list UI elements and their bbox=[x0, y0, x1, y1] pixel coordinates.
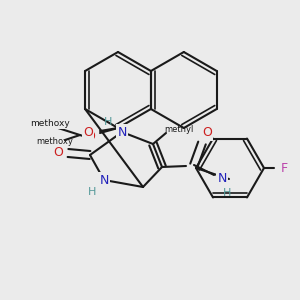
Text: F: F bbox=[280, 161, 288, 175]
Text: H: H bbox=[223, 188, 231, 198]
Text: N: N bbox=[117, 125, 127, 139]
Text: N: N bbox=[217, 172, 227, 185]
Text: O: O bbox=[53, 146, 63, 160]
Text: N: N bbox=[99, 173, 109, 187]
Text: O: O bbox=[202, 127, 212, 140]
Text: H: H bbox=[88, 187, 96, 197]
Text: O: O bbox=[83, 127, 93, 140]
Text: methoxy: methoxy bbox=[30, 119, 70, 128]
Text: methyl: methyl bbox=[164, 124, 194, 134]
Text: methoxy: methoxy bbox=[37, 136, 74, 146]
Text: H: H bbox=[104, 117, 112, 127]
Text: O: O bbox=[85, 130, 95, 142]
